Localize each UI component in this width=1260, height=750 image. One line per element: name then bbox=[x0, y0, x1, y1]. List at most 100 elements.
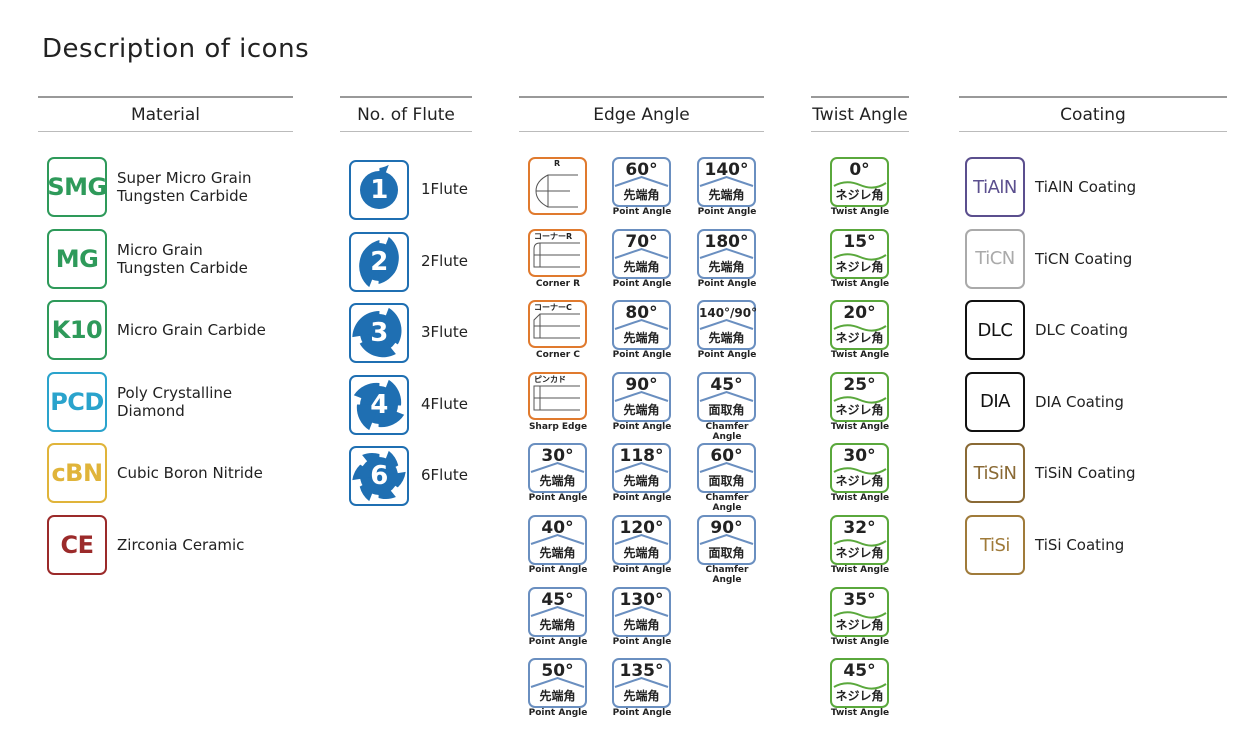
angle-value: 30° bbox=[541, 446, 574, 467]
coating-code: TiCN bbox=[975, 248, 1015, 270]
angle-kind: 先端角 bbox=[708, 331, 745, 346]
flute-number: 4 bbox=[370, 389, 388, 420]
material-label: Poly Crystalline Diamond bbox=[117, 384, 232, 420]
twist-icon: 20° ネジレ角 bbox=[830, 300, 889, 351]
material-icon: CE bbox=[47, 515, 107, 575]
angle-caption: Point Angle bbox=[697, 207, 757, 217]
angle-caption: Twist Angle bbox=[830, 421, 890, 432]
icon-graphic bbox=[533, 385, 580, 411]
angle-icon: 30° 先端角 bbox=[528, 443, 587, 494]
angle-value: 140°/90° bbox=[699, 306, 758, 321]
angle-caption: Twist Angle bbox=[830, 636, 890, 647]
icon-graphic bbox=[614, 175, 669, 187]
angle-icon: 120° 先端角 bbox=[612, 515, 671, 565]
twist-icon: 30° ネジレ角 bbox=[830, 443, 889, 494]
icon-graphic bbox=[614, 533, 669, 545]
coating-icon: TiSi bbox=[965, 515, 1025, 575]
label-line: Super Micro Grain bbox=[117, 169, 252, 187]
tool-top-label: コーナーR bbox=[534, 231, 573, 241]
icon-graphic bbox=[699, 247, 754, 259]
icon-graphic bbox=[614, 677, 669, 689]
angle-value: 15° bbox=[843, 231, 876, 252]
flute-label: 1Flute bbox=[421, 180, 468, 198]
icon-graphic bbox=[530, 605, 585, 617]
angle-caption: Point Angle bbox=[697, 350, 757, 361]
angle-icon: 80° 先端角 bbox=[612, 300, 671, 351]
angle-icon: 140°/90° 先端角 bbox=[697, 300, 758, 351]
tool-caption: Corner C bbox=[536, 350, 580, 361]
angle-kind: ネジレ角 bbox=[835, 259, 884, 274]
angle-icon: 135° 先端角 bbox=[612, 658, 671, 709]
angle-caption: Point Angle bbox=[612, 207, 672, 217]
label-line: Tungsten Carbide bbox=[117, 258, 248, 277]
angle-value: 45° bbox=[541, 589, 574, 610]
flute-number: 2 bbox=[370, 246, 388, 277]
flute-icon: 6 bbox=[349, 446, 409, 507]
angle-value: 180° bbox=[704, 231, 749, 252]
angle-value: 80° bbox=[625, 303, 658, 324]
angle-value: 90° bbox=[710, 518, 743, 538]
icon-graphic bbox=[833, 682, 887, 690]
icon-graphic bbox=[833, 181, 887, 189]
angle-value: 120° bbox=[619, 518, 664, 538]
angle-value: 20° bbox=[843, 303, 876, 324]
angle-kind: 先端角 bbox=[623, 546, 660, 560]
tool-icon: R bbox=[528, 157, 587, 215]
coating-code: TiSi bbox=[980, 534, 1010, 556]
angle-caption: Point Angle bbox=[697, 278, 757, 289]
angle-value: 30° bbox=[843, 446, 876, 467]
material-icon: cBN bbox=[47, 443, 107, 504]
angle-caption: Point Angle bbox=[528, 708, 588, 719]
angle-icon: 130° 先端角 bbox=[612, 586, 671, 637]
material-icon: K10 bbox=[47, 300, 107, 361]
coating-label: DLC Coating bbox=[1035, 321, 1129, 340]
angle-icon: 60° 面取角 bbox=[697, 443, 756, 494]
flute-number: 1 bbox=[370, 175, 388, 205]
flute-icon: 4 bbox=[349, 374, 409, 435]
angle-value: 135° bbox=[619, 661, 664, 682]
flute-icon: 2 bbox=[349, 231, 409, 292]
angle-kind: ネジレ角 bbox=[835, 188, 884, 202]
icon-graphic bbox=[530, 533, 585, 545]
label-line: Tungsten Carbide bbox=[117, 187, 248, 205]
tool-top-label: ピンカド bbox=[534, 374, 566, 384]
angle-kind: ネジレ角 bbox=[835, 546, 884, 560]
angle-value: 60° bbox=[625, 160, 658, 180]
angle-icon: 140° 先端角 bbox=[697, 157, 756, 207]
material-code: CE bbox=[60, 531, 94, 559]
coating-icon: TiSiN bbox=[965, 443, 1025, 504]
angle-value: 90° bbox=[625, 374, 658, 395]
angle-icon: 50° 先端角 bbox=[528, 658, 587, 709]
angle-caption: Chamfer Angle bbox=[705, 493, 749, 514]
material-icon: PCD bbox=[47, 371, 107, 432]
icon-graphic bbox=[533, 242, 580, 268]
label-line: Micro Grain bbox=[117, 240, 203, 259]
angle-icon: 90° 面取角 bbox=[697, 515, 756, 565]
angle-kind: 先端角 bbox=[623, 331, 660, 346]
angle-icon: 70° 先端角 bbox=[612, 228, 671, 279]
icon-graphic bbox=[699, 390, 754, 402]
icon-graphic bbox=[833, 396, 887, 404]
angle-kind: 先端角 bbox=[539, 617, 576, 632]
icon-graphic bbox=[614, 247, 669, 259]
icon-graphic bbox=[352, 451, 406, 502]
material-icon: SMG bbox=[47, 157, 107, 217]
angle-icon: 90° 先端角 bbox=[612, 371, 671, 422]
angle-caption: Point Angle bbox=[612, 708, 672, 719]
coating-icon: DLC bbox=[965, 300, 1025, 361]
tool-caption: Corner R bbox=[535, 278, 581, 289]
angle-icon: 60° 先端角 bbox=[612, 157, 671, 207]
coating-icon: DIA bbox=[965, 371, 1025, 432]
angle-icon: 45° 先端角 bbox=[528, 586, 587, 637]
angle-value: 35° bbox=[843, 589, 876, 610]
material-code: SMG bbox=[47, 173, 107, 201]
material-code: MG bbox=[55, 244, 99, 273]
flute-number: 6 bbox=[370, 461, 388, 492]
tool-icon: ピンカド bbox=[528, 371, 587, 420]
label-line: Zirconia Ceramic bbox=[117, 536, 245, 554]
icon-graphic bbox=[614, 390, 669, 402]
angle-caption: Twist Angle bbox=[830, 278, 890, 289]
material-label: Micro Grain Carbide bbox=[117, 321, 266, 339]
coating-code: DIA bbox=[980, 391, 1010, 413]
